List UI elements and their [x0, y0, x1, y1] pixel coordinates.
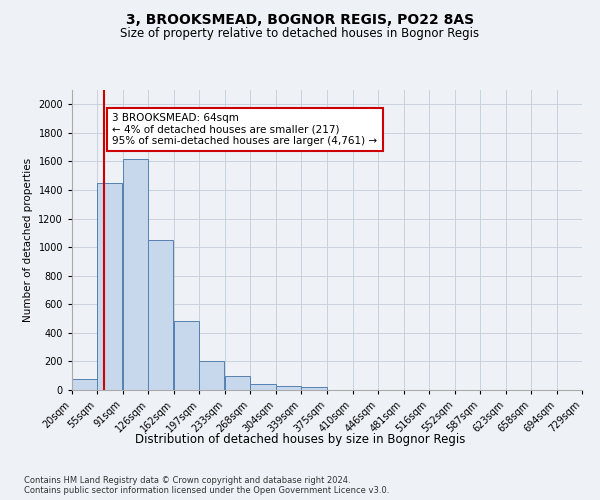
Bar: [148, 240, 173, 390]
Bar: [199, 362, 224, 390]
Bar: [174, 322, 199, 390]
Text: 3 BROOKSMEAD: 64sqm
← 4% of detached houses are smaller (217)
95% of semi-detach: 3 BROOKSMEAD: 64sqm ← 4% of detached hou…: [112, 113, 377, 146]
Text: Distribution of detached houses by size in Bognor Regis: Distribution of detached houses by size …: [135, 432, 465, 446]
Bar: [123, 158, 148, 390]
Bar: [301, 387, 326, 390]
Bar: [97, 183, 122, 390]
Y-axis label: Number of detached properties: Number of detached properties: [23, 158, 33, 322]
Bar: [250, 384, 275, 390]
Bar: [276, 386, 301, 390]
Text: 3, BROOKSMEAD, BOGNOR REGIS, PO22 8AS: 3, BROOKSMEAD, BOGNOR REGIS, PO22 8AS: [126, 12, 474, 26]
Text: Contains HM Land Registry data © Crown copyright and database right 2024.
Contai: Contains HM Land Registry data © Crown c…: [24, 476, 389, 495]
Bar: [225, 376, 250, 390]
Text: Size of property relative to detached houses in Bognor Regis: Size of property relative to detached ho…: [121, 28, 479, 40]
Bar: [72, 380, 97, 390]
